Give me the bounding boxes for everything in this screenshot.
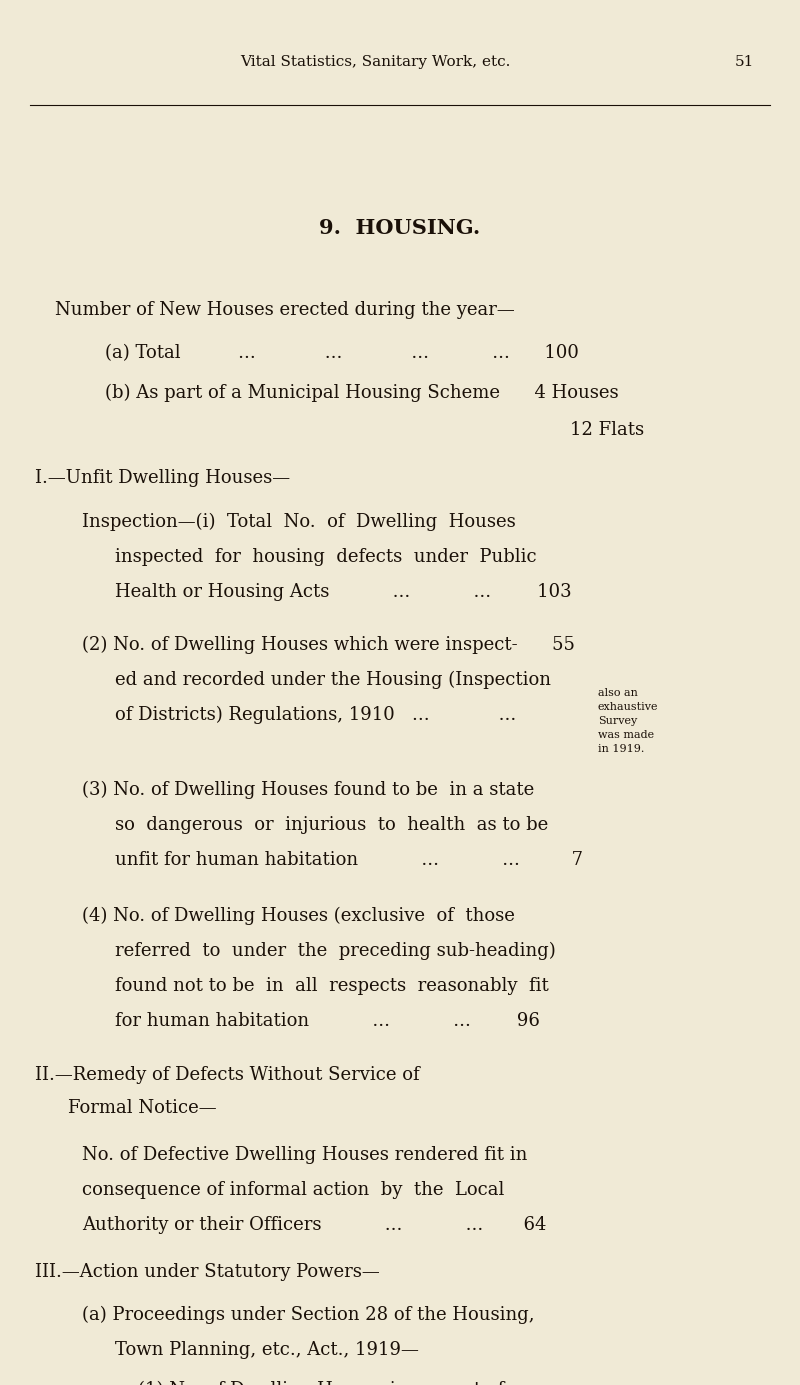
Text: (b) As part of a Municipal Housing Scheme      4 Houses: (b) As part of a Municipal Housing Schem… (105, 384, 618, 402)
Text: inspected  for  housing  defects  under  Public: inspected for housing defects under Publ… (115, 548, 537, 566)
Text: Inspection—(i)  Total  No.  of  Dwelling  Houses: Inspection—(i) Total No. of Dwelling Hou… (82, 512, 516, 530)
Text: Health or Housing Acts           ...           ...        103: Health or Housing Acts ... ... 103 (115, 583, 572, 601)
Text: also an
exhaustive
Survey
was made
in 1919.: also an exhaustive Survey was made in 19… (598, 688, 658, 753)
Text: (3) No. of Dwelling Houses found to be  in a state: (3) No. of Dwelling Houses found to be i… (82, 781, 534, 799)
Text: ed and recorded under the Housing (Inspection: ed and recorded under the Housing (Inspe… (115, 670, 551, 690)
Text: Formal Notice—: Formal Notice— (68, 1100, 217, 1116)
Text: consequence of informal action  by  the  Local: consequence of informal action by the Lo… (82, 1181, 504, 1199)
Text: I.—Unfit Dwelling Houses—: I.—Unfit Dwelling Houses— (35, 470, 290, 488)
Text: II.—Remedy of Defects Without Service of: II.—Remedy of Defects Without Service of (35, 1066, 420, 1084)
Text: (a) Proceedings under Section 28 of the Housing,: (a) Proceedings under Section 28 of the … (82, 1306, 534, 1324)
Text: found not to be  in  all  respects  reasonably  fit: found not to be in all respects reasonab… (115, 976, 549, 994)
Text: Authority or their Officers           ...           ...       64: Authority or their Officers ... ... 64 (82, 1216, 546, 1234)
Text: 51: 51 (734, 55, 754, 69)
Text: III.—Action under Statutory Powers—: III.—Action under Statutory Powers— (35, 1263, 380, 1281)
Text: for human habitation           ...           ...        96: for human habitation ... ... 96 (115, 1012, 540, 1030)
Text: Vital Statistics, Sanitary Work, etc.: Vital Statistics, Sanitary Work, etc. (240, 55, 510, 69)
Text: 9.  HOUSING.: 9. HOUSING. (319, 217, 481, 238)
Text: unfit for human habitation           ...           ...         7: unfit for human habitation ... ... 7 (115, 850, 583, 868)
Text: (a) Total          ...            ...            ...           ...      100: (a) Total ... ... ... ... 100 (105, 343, 579, 361)
Text: (1) No. of Dwelling Houses in respect of: (1) No. of Dwelling Houses in respect of (138, 1381, 504, 1385)
Text: referred  to  under  the  preceding sub-heading): referred to under the preceding sub-head… (115, 942, 556, 960)
Text: Number of New Houses erected during the year—: Number of New Houses erected during the … (55, 301, 514, 319)
Text: so  dangerous  or  injurious  to  health  as to be: so dangerous or injurious to health as t… (115, 816, 548, 834)
Text: (4) No. of Dwelling Houses (exclusive  of  those: (4) No. of Dwelling Houses (exclusive of… (82, 907, 515, 925)
Text: (2) No. of Dwelling Houses which were inspect-      55: (2) No. of Dwelling Houses which were in… (82, 636, 575, 654)
Text: No. of Defective Dwelling Houses rendered fit in: No. of Defective Dwelling Houses rendere… (82, 1145, 527, 1163)
Text: 12 Flats: 12 Flats (570, 421, 644, 439)
Text: Town Planning, etc., Act., 1919—: Town Planning, etc., Act., 1919— (115, 1341, 419, 1359)
Text: of Districts) Regulations, 1910   ...            ...: of Districts) Regulations, 1910 ... ... (115, 706, 516, 724)
